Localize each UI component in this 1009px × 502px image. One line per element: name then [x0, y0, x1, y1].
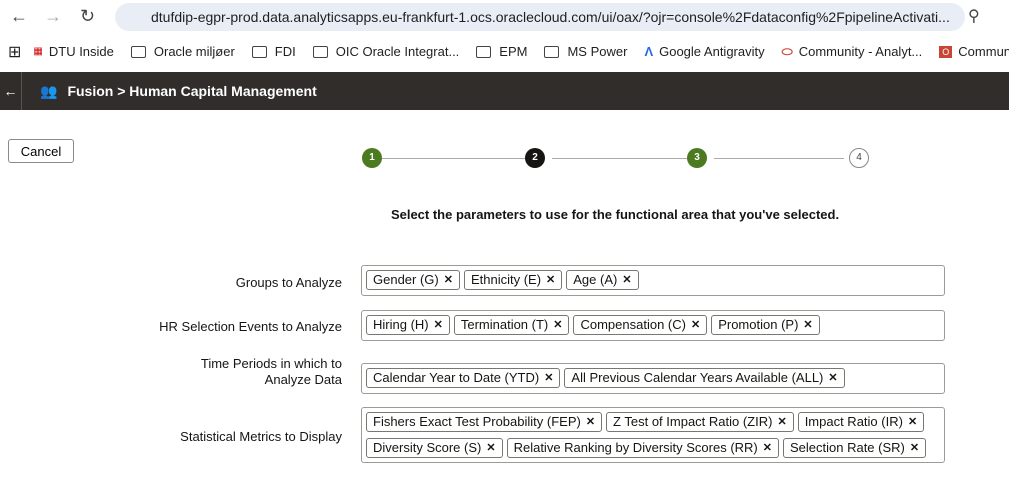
- folder-icon: [476, 45, 492, 58]
- step-4[interactable]: 4: [849, 148, 869, 168]
- step-connector: [714, 158, 844, 159]
- remove-icon[interactable]: ✕: [622, 274, 632, 286]
- chip: Relative Ranking by Diversity Scores (RR…: [506, 437, 779, 458]
- bookmark[interactable]: Λ Google Antigravity: [644, 44, 765, 59]
- bookmark[interactable]: OCommunit: [939, 44, 1009, 59]
- chip: Gender (G) ✕: [366, 270, 460, 290]
- oracle-icon: ⬭: [781, 43, 793, 59]
- hr-events-select[interactable]: Hiring (H) ✕ Termination (T) ✕ Compensatio…: [361, 310, 945, 341]
- remove-icon[interactable]: ✕: [907, 416, 918, 428]
- remove-icon[interactable]: ✕: [546, 274, 556, 286]
- remove-icon[interactable]: ✕: [443, 274, 453, 286]
- bookmark[interactable]: OIC Oracle Integrat...: [312, 44, 459, 59]
- bookmarks-bar: ⊞ ▦ DTU Inside Oracle miljøer FDI OIC Ora…: [0, 35, 1009, 68]
- field-label: HR Selection Events to Analyze: [159, 319, 342, 334]
- step-connector: [552, 158, 687, 159]
- chip: Ethnicity (E) ✕: [463, 270, 563, 290]
- field-label: Statistical Metrics to Display: [180, 429, 342, 444]
- bookmark[interactable]: ⬭ Community - Analyt...: [781, 43, 923, 60]
- chip: Fishers Exact Test Probability (FEP) ✕: [366, 412, 603, 432]
- remove-icon[interactable]: ✕: [433, 319, 443, 331]
- apps-icon[interactable]: ⊞: [8, 43, 22, 61]
- chip: Compensation (C) ✕: [573, 315, 708, 335]
- remove-icon[interactable]: ✕: [690, 319, 701, 331]
- remove-icon[interactable]: ✕: [762, 441, 772, 454]
- bookmark[interactable]: Oracle miljøer: [130, 44, 235, 59]
- back-arrow-icon[interactable]: ←: [0, 72, 22, 110]
- time-periods-select[interactable]: Calendar Year to Date (YTD) ✕ All Previou…: [361, 363, 945, 394]
- bookmark[interactable]: EPM: [476, 44, 527, 59]
- dtu-logo-icon: ▦: [33, 46, 43, 57]
- bookmark[interactable]: FDI: [251, 44, 296, 59]
- chip: Diversity Score (S) ✕: [366, 437, 503, 458]
- step-3[interactable]: 3: [687, 148, 707, 168]
- bookmark[interactable]: MS Power: [544, 44, 627, 59]
- field-label: Groups to Analyze: [235, 275, 342, 290]
- chip: Termination (T) ✕: [453, 315, 570, 335]
- cancel-button[interactable]: Cancel: [8, 139, 74, 163]
- groups-select[interactable]: Gender (G) ✕ Ethnicity (E) ✕ Age (A) ✕: [361, 265, 945, 296]
- antigravity-icon: Λ: [644, 44, 654, 59]
- address-bar[interactable]: dtufdip-egpr-prod.data.analyticsapps.eu-…: [115, 3, 965, 31]
- chip: Calendar Year to Date (YTD) ✕: [366, 368, 561, 388]
- step-1[interactable]: 1: [362, 148, 382, 168]
- remove-icon[interactable]: ✕: [909, 441, 920, 454]
- folder-icon: [130, 45, 146, 58]
- field-label: Time Periods in which to Analyze Data: [200, 356, 342, 387]
- breadcrumb: Fusion > Human Capital Management: [67, 83, 317, 99]
- app-header: ← 👥 Fusion > Human Capital Management: [0, 72, 1009, 110]
- folder-icon: [312, 45, 328, 58]
- remove-icon[interactable]: ✕: [544, 372, 554, 384]
- bookmark[interactable]: ▦ DTU Inside: [33, 44, 114, 59]
- chip: Hiring (H) ✕: [366, 315, 450, 335]
- instruction-text: Select the parameters to use for the fun…: [390, 207, 840, 222]
- remove-icon[interactable]: ✕: [777, 416, 787, 428]
- remove-icon[interactable]: ✕: [486, 441, 496, 454]
- chip: Promotion (P) ✕: [711, 315, 820, 335]
- people-icon: 👥: [40, 82, 58, 99]
- chip: Impact Ratio (IR) ✕: [797, 412, 925, 432]
- reload-icon[interactable]: ↻: [80, 6, 96, 26]
- remove-icon[interactable]: ✕: [585, 416, 596, 428]
- chip: Age (A) ✕: [566, 270, 639, 290]
- chip: Selection Rate (SR) ✕: [782, 437, 927, 458]
- step-2[interactable]: 2: [525, 148, 545, 168]
- chip: All Previous Calendar Years Available (A…: [564, 368, 845, 388]
- remove-icon[interactable]: ✕: [828, 372, 838, 384]
- metrics-select[interactable]: Fishers Exact Test Probability (FEP) ✕ Z …: [361, 407, 945, 463]
- folder-icon: [544, 45, 560, 58]
- oracle-icon: O: [939, 45, 953, 58]
- forward-icon[interactable]: →: [44, 6, 62, 26]
- remove-icon[interactable]: ✕: [803, 319, 813, 331]
- remove-icon[interactable]: ✕: [553, 319, 563, 331]
- chip: Z Test of Impact Ratio (ZIR) ✕: [606, 412, 794, 432]
- back-icon[interactable]: ←: [10, 6, 28, 26]
- browser-toolbar: ← → ↻ dtufdip-egpr-prod.data.analyticsap…: [0, 0, 1009, 35]
- folder-icon: [251, 45, 267, 58]
- zoom-icon[interactable]: ⚲: [968, 8, 980, 25]
- step-connector: [382, 158, 525, 159]
